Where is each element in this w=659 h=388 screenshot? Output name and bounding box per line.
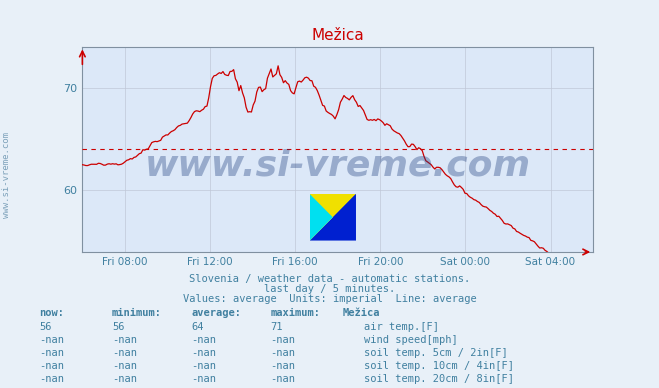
Polygon shape: [310, 194, 356, 241]
Text: www.si-vreme.com: www.si-vreme.com: [2, 132, 11, 218]
Text: soil temp. 5cm / 2in[F]: soil temp. 5cm / 2in[F]: [364, 348, 507, 358]
Polygon shape: [310, 194, 356, 241]
Text: soil temp. 20cm / 8in[F]: soil temp. 20cm / 8in[F]: [364, 374, 514, 385]
Text: air temp.[F]: air temp.[F]: [364, 322, 439, 332]
Text: average:: average:: [191, 308, 241, 319]
Text: 71: 71: [270, 322, 283, 332]
Text: -nan: -nan: [191, 348, 216, 358]
Text: now:: now:: [40, 308, 65, 319]
Text: -nan: -nan: [112, 335, 137, 345]
Text: Mežica: Mežica: [343, 308, 380, 319]
Text: -nan: -nan: [270, 348, 295, 358]
Text: -nan: -nan: [40, 348, 65, 358]
Polygon shape: [310, 194, 333, 241]
Text: -nan: -nan: [191, 361, 216, 371]
Text: Values: average  Units: imperial  Line: average: Values: average Units: imperial Line: av…: [183, 294, 476, 305]
Text: -nan: -nan: [112, 374, 137, 385]
Title: Mežica: Mežica: [311, 28, 364, 43]
Text: www.si-vreme.com: www.si-vreme.com: [145, 149, 530, 183]
Text: -nan: -nan: [270, 361, 295, 371]
Text: last day / 5 minutes.: last day / 5 minutes.: [264, 284, 395, 294]
Text: -nan: -nan: [112, 348, 137, 358]
Text: soil temp. 10cm / 4in[F]: soil temp. 10cm / 4in[F]: [364, 361, 514, 371]
Text: wind speed[mph]: wind speed[mph]: [364, 335, 457, 345]
Text: 56: 56: [112, 322, 125, 332]
Text: minimum:: minimum:: [112, 308, 162, 319]
Text: -nan: -nan: [191, 374, 216, 385]
Text: Slovenia / weather data - automatic stations.: Slovenia / weather data - automatic stat…: [189, 274, 470, 284]
Polygon shape: [333, 194, 356, 241]
Text: 56: 56: [40, 322, 52, 332]
Polygon shape: [310, 194, 356, 241]
Text: maximum:: maximum:: [270, 308, 320, 319]
Text: -nan: -nan: [40, 374, 65, 385]
Text: -nan: -nan: [40, 361, 65, 371]
Text: -nan: -nan: [270, 335, 295, 345]
Text: -nan: -nan: [40, 335, 65, 345]
Text: -nan: -nan: [270, 374, 295, 385]
Text: -nan: -nan: [112, 361, 137, 371]
Text: 64: 64: [191, 322, 204, 332]
Text: -nan: -nan: [191, 335, 216, 345]
